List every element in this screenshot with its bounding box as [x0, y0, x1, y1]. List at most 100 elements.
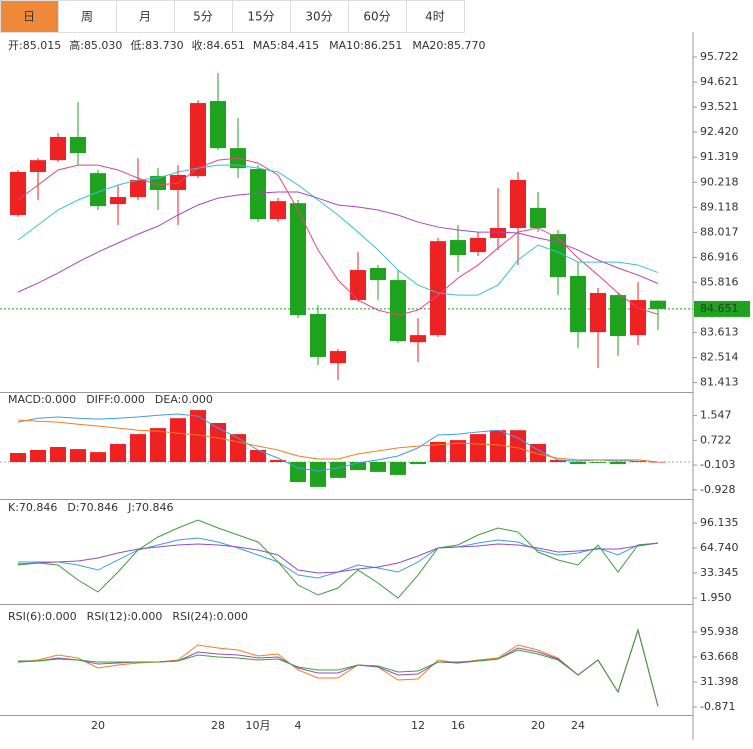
macd-bar: [10, 453, 26, 462]
candle-body: [170, 174, 186, 190]
legend-text: 开:: [8, 39, 23, 52]
series-line: [17, 628, 659, 707]
series-line: [17, 419, 659, 463]
legend-text: 83.730: [145, 39, 184, 52]
y-tick-label: 81.413: [700, 376, 739, 389]
candle-body: [70, 136, 86, 154]
legend-text: 0.000: [216, 610, 248, 623]
x-tick-label: 16: [451, 719, 465, 732]
y-tick-label: 94.621: [700, 75, 739, 88]
macd-bar: [330, 462, 346, 478]
candle-body: [130, 179, 146, 198]
legend-text: 高:: [69, 38, 84, 52]
macd-bar: [470, 434, 486, 462]
tab[interactable]: [58, 0, 117, 33]
y-tick-label: -0.871: [700, 700, 735, 713]
y-tick-label: -0.103: [700, 458, 735, 471]
legend-text: 0.000: [181, 393, 213, 406]
tab-label[interactable]: 5分: [193, 10, 213, 24]
legend-text: DIFF:: [86, 393, 113, 406]
tab[interactable]: [0, 0, 59, 33]
y-tick-label: 93.521: [700, 100, 739, 113]
macd-bar: [510, 430, 526, 462]
macd-bar: [370, 462, 386, 472]
x-tick-label: 12: [411, 719, 425, 732]
y-tick-label: 31.398: [700, 675, 739, 688]
macd-bar: [270, 459, 286, 462]
macd-bar: [170, 418, 186, 462]
legend-text: 低:: [130, 39, 145, 52]
candle-body: [290, 203, 306, 316]
macd-bar: [70, 449, 86, 462]
y-tick-label: 85.816: [700, 275, 739, 288]
series-line: [17, 519, 659, 599]
x-tick-label: 24: [571, 719, 585, 732]
candle-body: [10, 172, 26, 215]
candle-body: [590, 293, 606, 333]
candle-body: [90, 173, 106, 207]
legend-text: RSI(6):: [8, 610, 45, 623]
tab[interactable]: [290, 0, 349, 33]
macd-bar: [30, 450, 46, 462]
y-tick-label: -0.928: [700, 483, 735, 496]
y-tick-label: 88.017: [700, 225, 739, 238]
candle-body: [490, 227, 506, 238]
candle-body: [350, 270, 366, 301]
legend-text: 收:: [192, 38, 207, 52]
candle-body: [150, 176, 166, 190]
series-line: [17, 191, 659, 293]
tab-label[interactable]: 月: [139, 10, 151, 24]
y-tick-label: 96.135: [700, 516, 739, 529]
macd-bar: [390, 462, 406, 475]
tab[interactable]: [406, 0, 465, 33]
y-tick-label: 95.938: [700, 625, 739, 638]
tab-label[interactable]: 周: [81, 10, 93, 24]
legend-text: RSI(12):: [87, 610, 131, 623]
legend-text: K:: [8, 501, 19, 514]
tab-label[interactable]: 30分: [305, 10, 332, 24]
macd-bar: [130, 434, 146, 462]
candle-body: [270, 201, 286, 220]
y-tick-label: 64.740: [700, 541, 739, 554]
legend-text: 0.000: [113, 393, 145, 406]
series-line: [17, 628, 659, 707]
legend-text: 70.846: [80, 501, 119, 514]
macd-bar: [110, 444, 126, 462]
legend-text: J:: [127, 501, 135, 514]
y-tick-label: 89.118: [700, 200, 739, 213]
candle-body: [510, 179, 526, 228]
macd-bar: [290, 462, 306, 483]
candle-body: [470, 237, 486, 253]
y-tick-label: 1.950: [700, 591, 732, 604]
y-tick-label: 90.218: [700, 175, 739, 188]
legend-text: 84.651: [206, 39, 245, 52]
tab[interactable]: [348, 0, 407, 33]
macd-bar: [310, 462, 326, 487]
y-tick-label: 95.722: [700, 50, 739, 63]
tab-label[interactable]: 4时: [425, 10, 445, 24]
macd-bar: [190, 410, 206, 462]
candle-body: [190, 103, 206, 177]
legend-text: 0.000: [45, 393, 77, 406]
legend-text: 85.030: [84, 39, 123, 52]
macd-bar: [610, 462, 626, 465]
tab-label[interactable]: 日: [23, 10, 35, 24]
legend-text: 0.000: [131, 610, 163, 623]
y-tick-label: 33.345: [700, 566, 739, 579]
candle-body: [630, 300, 646, 336]
candle-body: [330, 351, 346, 364]
legend-text: 70.846: [19, 501, 58, 514]
candle-body: [30, 160, 46, 173]
candle-body: [430, 241, 446, 336]
candle-body: [390, 280, 406, 342]
last-price-label: 84.651: [700, 302, 739, 315]
legend-text: 86.251: [364, 39, 403, 52]
x-tick-label: 20: [91, 719, 105, 732]
legend-text: MA10:: [329, 39, 364, 52]
candle-body: [50, 136, 66, 161]
tab-label[interactable]: 15分: [247, 10, 274, 24]
tab-label[interactable]: 60分: [363, 10, 390, 24]
legend-text: DEA:: [155, 393, 181, 406]
last-price-box: [694, 300, 750, 317]
